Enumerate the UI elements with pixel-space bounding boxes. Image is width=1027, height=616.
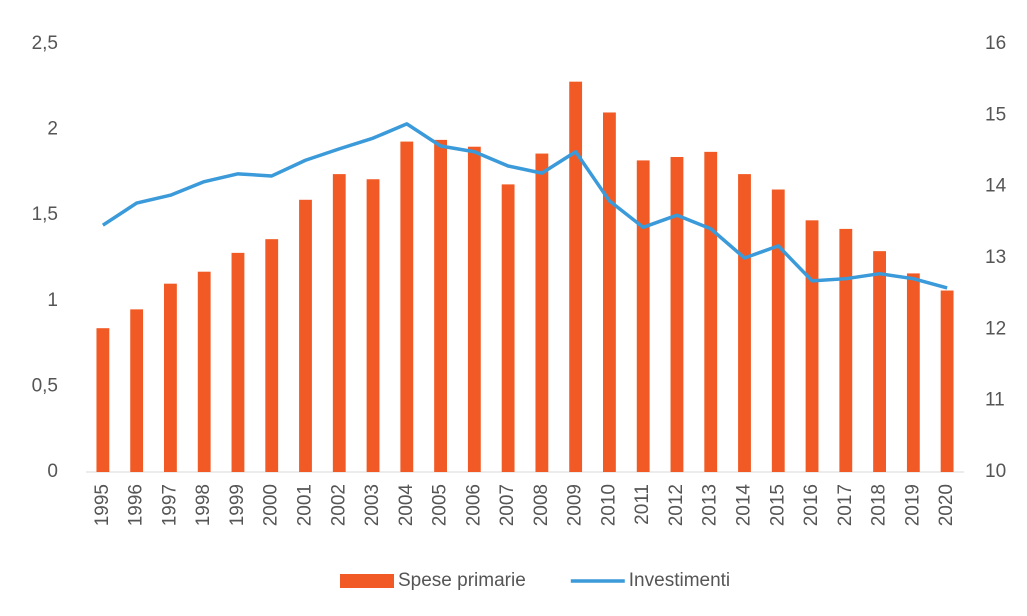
x-tick-label: 2006 xyxy=(463,484,484,526)
y-tick-label: 2 xyxy=(47,119,58,140)
bar xyxy=(839,228,853,472)
y-tick-label: 1 xyxy=(47,290,58,311)
x-tick-label: 2000 xyxy=(261,484,282,526)
bar xyxy=(130,309,144,472)
legend-swatch xyxy=(340,574,394,588)
bar xyxy=(771,189,785,472)
bar xyxy=(400,141,414,473)
bar xyxy=(906,273,920,472)
bar xyxy=(299,199,312,473)
bar xyxy=(603,112,616,472)
x-tick-label: 2007 xyxy=(497,484,518,526)
bar xyxy=(434,139,447,472)
x-tick-label: 1995 xyxy=(92,484,113,526)
bar xyxy=(805,220,819,472)
y2-tick-label: 10 xyxy=(985,461,1006,482)
bar xyxy=(332,174,346,472)
x-tick-label: 2002 xyxy=(328,484,349,526)
bar xyxy=(940,290,954,472)
bar xyxy=(164,283,177,472)
x-tick-label: 1997 xyxy=(159,484,180,526)
bar xyxy=(670,156,684,472)
x-tick-label: 2015 xyxy=(767,484,788,526)
x-tick-label: 2017 xyxy=(835,484,856,526)
bar xyxy=(535,153,549,472)
bar xyxy=(467,146,481,472)
x-tick-label: 2019 xyxy=(902,484,923,526)
x-tick-label: 1998 xyxy=(193,484,214,526)
x-tick-label: 2003 xyxy=(362,484,383,526)
x-tick-label: 2014 xyxy=(734,484,755,527)
legend-label: Spese primarie xyxy=(398,570,526,591)
x-tick-label: 2008 xyxy=(531,484,552,526)
bar xyxy=(265,239,279,472)
y2-tick-label: 11 xyxy=(985,390,1005,411)
x-tick-label: 2012 xyxy=(666,484,687,526)
x-tick-label: 1996 xyxy=(126,484,147,526)
x-tick-label: 1999 xyxy=(227,484,248,526)
y-tick-label: 0 xyxy=(47,461,58,482)
bar xyxy=(501,184,515,472)
bar xyxy=(366,179,380,473)
bar xyxy=(636,160,650,472)
y2-tick-label: 16 xyxy=(985,33,1006,54)
y-tick-label: 0,5 xyxy=(32,375,58,396)
y2-tick-label: 14 xyxy=(985,176,1007,197)
x-tick-label: 2016 xyxy=(801,484,822,526)
y-tick-label: 1,5 xyxy=(32,204,58,225)
y2-tick-label: 12 xyxy=(985,318,1006,339)
bar xyxy=(231,252,245,472)
bar xyxy=(873,251,886,472)
x-tick-label: 2001 xyxy=(295,484,316,526)
legend-label: Investimenti xyxy=(629,570,730,591)
bar xyxy=(96,328,110,472)
bar xyxy=(738,174,751,472)
x-tick-label: 2018 xyxy=(869,484,890,526)
bar xyxy=(569,81,583,472)
x-tick-label: 2009 xyxy=(565,484,586,526)
y2-tick-label: 13 xyxy=(985,247,1006,268)
x-tick-label: 2004 xyxy=(396,484,417,527)
x-tick-label: 2013 xyxy=(700,484,721,526)
y-tick-label: 2,5 xyxy=(32,33,58,54)
bar xyxy=(704,151,718,472)
x-tick-label: 2005 xyxy=(430,484,451,526)
x-tick-label: 2010 xyxy=(598,484,619,526)
bar xyxy=(197,271,211,472)
x-tick-label: 2020 xyxy=(936,484,957,526)
x-tick-label: 2011 xyxy=(632,484,653,525)
line xyxy=(101,122,948,290)
y2-tick-label: 15 xyxy=(985,104,1006,125)
